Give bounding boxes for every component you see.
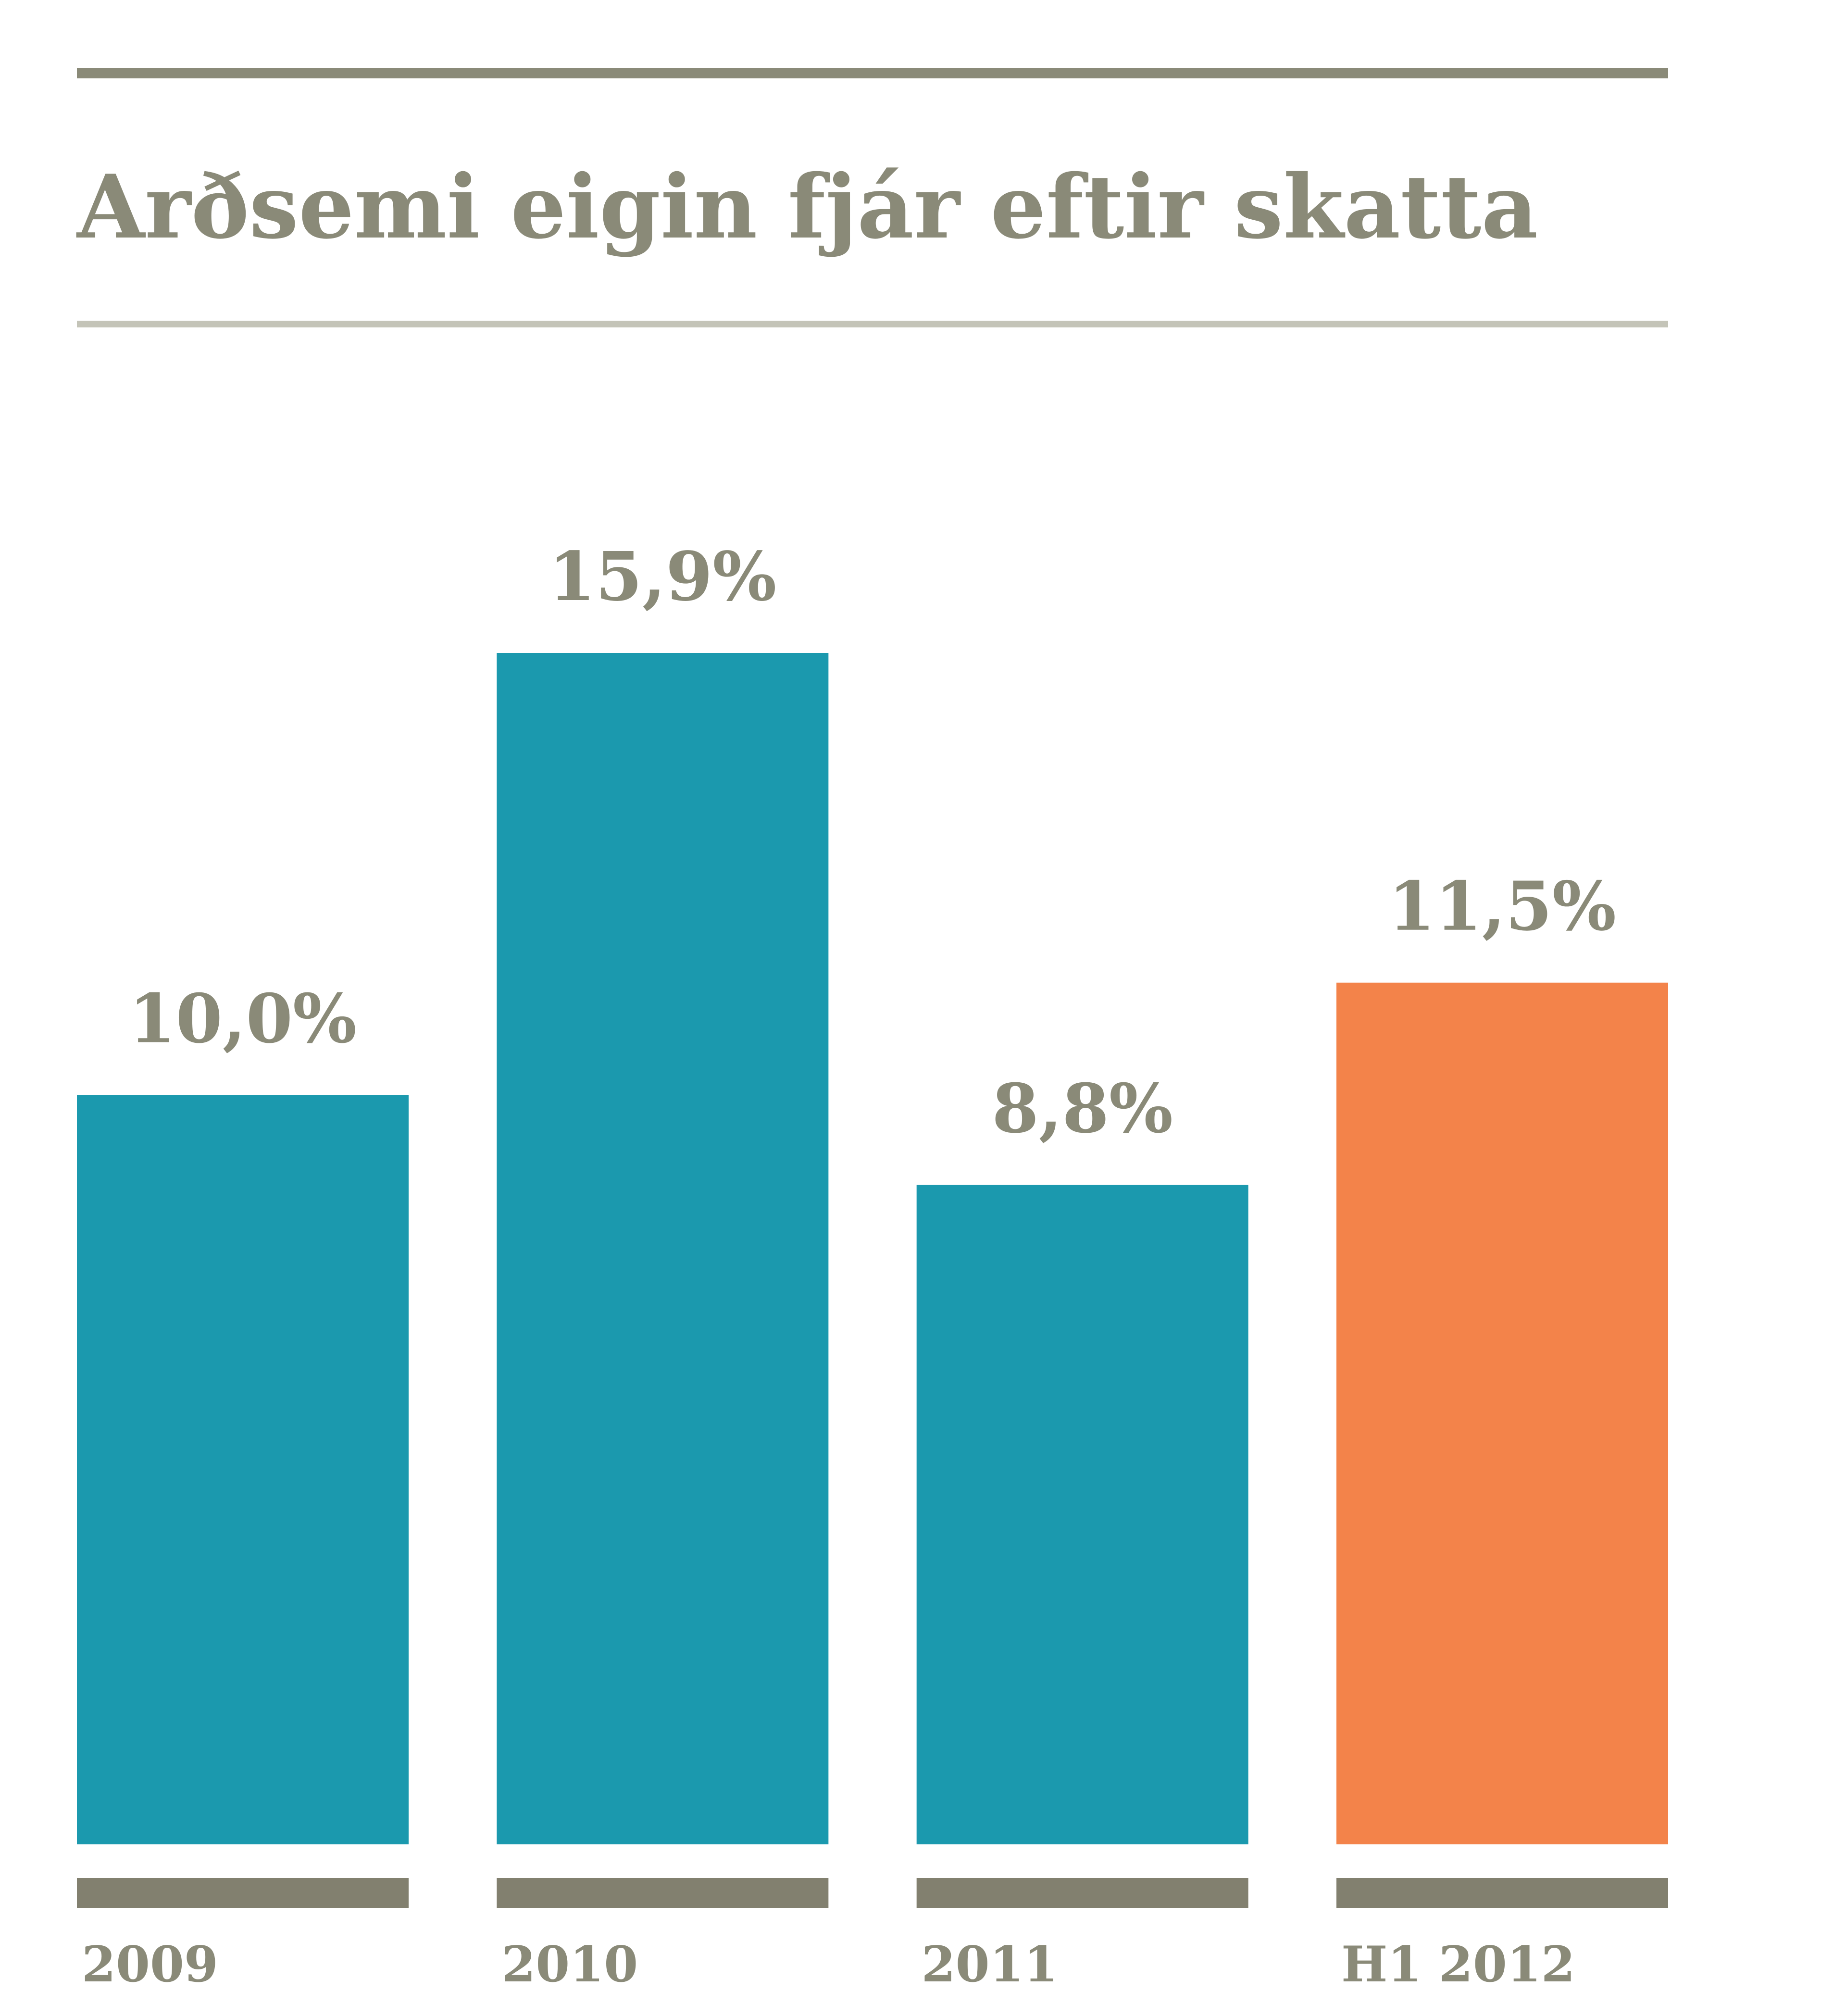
chart-title: Arðsemi eigin fjár eftir skatta: [77, 155, 1538, 258]
bars-group: [77, 653, 1668, 1844]
axis-block-3: [1336, 1878, 1668, 1908]
value-label-2: 8,8%: [992, 1070, 1173, 1149]
axis-block-0: [77, 1878, 409, 1908]
value-label-3: 11,5%: [1388, 867, 1616, 946]
value-labels-group: 10,0% 15,9% 8,8% 11,5%: [129, 538, 1616, 1149]
axis-blocks-group: [77, 1878, 1668, 1908]
tick-label-0: 2009: [82, 1936, 218, 1993]
value-label-1: 15,9%: [549, 538, 776, 616]
tick-label-3: H1 2012: [1341, 1936, 1575, 1993]
bar-2: [916, 1185, 1248, 1844]
tick-label-1: 2010: [501, 1936, 638, 1993]
title-underline-rule: [77, 321, 1668, 327]
top-rule: [77, 68, 1668, 78]
bar-3: [1336, 982, 1668, 1844]
tick-labels-group: 2009 2010 2011 H1 2012: [82, 1936, 1575, 1993]
tick-label-2: 2011: [922, 1936, 1058, 1993]
axis-block-2: [916, 1878, 1248, 1908]
value-label-0: 10,0%: [129, 980, 357, 1059]
bar-0: [77, 1095, 409, 1844]
axis-block-1: [497, 1878, 829, 1908]
bar-1: [497, 653, 829, 1844]
